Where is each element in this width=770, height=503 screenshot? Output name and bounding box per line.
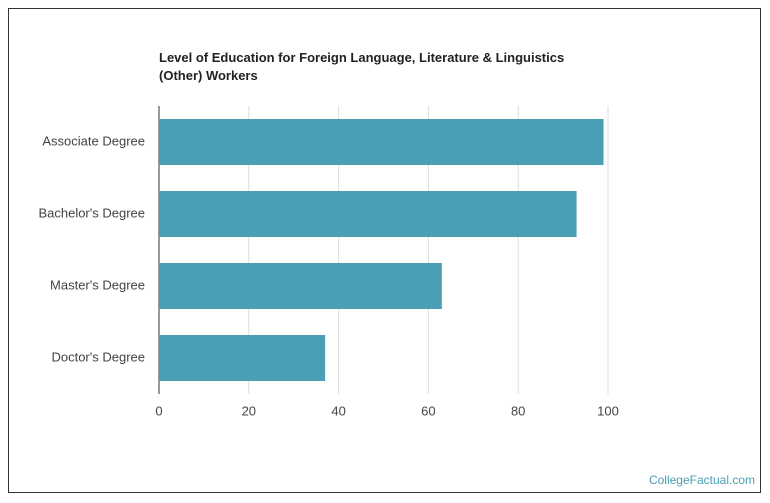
- x-tick-label: 20: [242, 403, 256, 418]
- y-tick-label: Doctor's Degree: [51, 349, 145, 364]
- source: CollegeFactual.com: [649, 473, 755, 487]
- x-tick-label: 80: [511, 403, 525, 418]
- x-tick-label: 0: [155, 403, 162, 418]
- bar: [159, 263, 442, 309]
- y-tick-label: Associate Degree: [42, 133, 145, 148]
- bar: [159, 335, 326, 381]
- x-tick-label: 60: [421, 403, 435, 418]
- bar: [159, 191, 577, 237]
- y-tick-label: Master's Degree: [50, 277, 145, 292]
- x-tick-label: 40: [331, 403, 345, 418]
- bar: [159, 119, 604, 165]
- frame: [8, 8, 761, 493]
- chart-title: Level of Education for Foreign Language,…: [159, 50, 565, 83]
- x-tick-label: 100: [597, 403, 619, 418]
- y-tick-label: Bachelor's Degree: [38, 205, 145, 220]
